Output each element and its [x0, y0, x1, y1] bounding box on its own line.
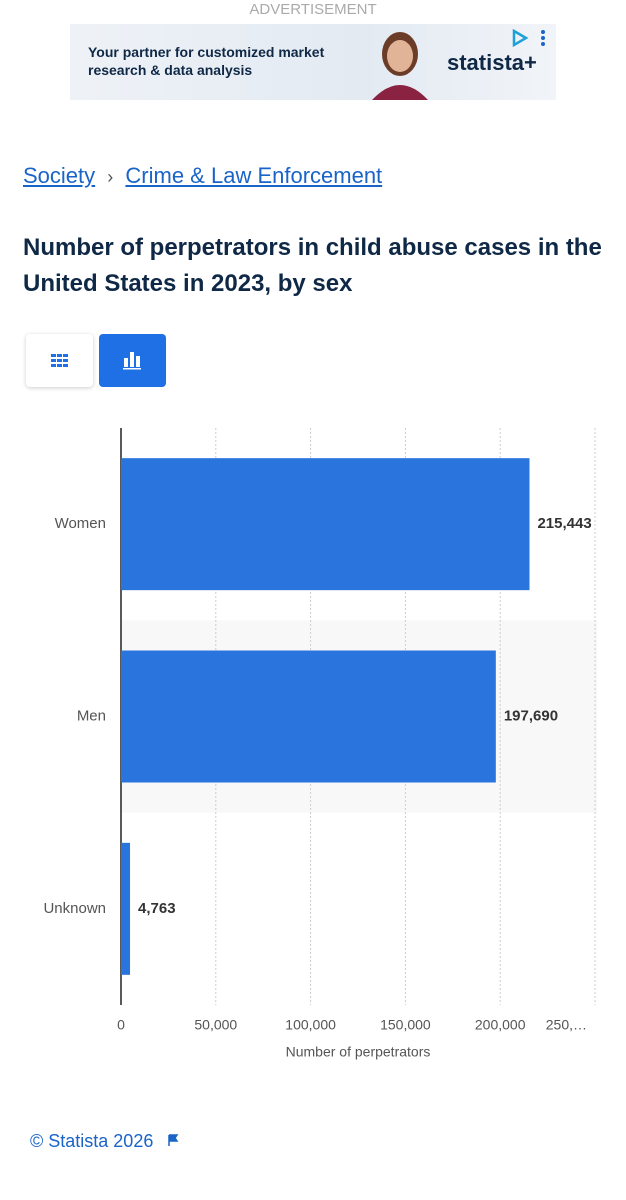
x-tick-label: 200,000: [475, 1017, 526, 1033]
flag-icon[interactable]: [166, 1133, 180, 1147]
value-label: 215,443: [537, 515, 591, 532]
chart-view-button[interactable]: [99, 334, 166, 387]
breadcrumb-link[interactable]: Crime & Law Enforcement: [125, 163, 383, 188]
x-tick-label: 50,000: [194, 1017, 237, 1033]
ad-icons: [512, 28, 545, 48]
ad-label: ADVERTISEMENT: [249, 1, 377, 18]
breadcrumbs: Society › Crime & Law Enforcement: [23, 163, 382, 189]
y-tick-label: Women: [55, 515, 106, 532]
bar: [121, 458, 530, 591]
chart-icon: [123, 352, 141, 370]
x-tick-label: 250,…: [546, 1017, 587, 1033]
value-label: 197,690: [504, 707, 558, 724]
x-tick-label: 150,000: [380, 1017, 431, 1033]
value-label: 4,763: [138, 900, 176, 917]
chart-title: Number of perpetrators in child abuse ca…: [23, 234, 602, 297]
footer: © Statista 2026: [30, 1131, 180, 1152]
ad-text: Your partner for customized market resea…: [88, 44, 325, 78]
breadcrumb-link[interactable]: Society: [23, 163, 96, 188]
ad-person: [372, 32, 428, 100]
table-view-button[interactable]: [26, 334, 93, 387]
breadcrumb-separator: ›: [107, 167, 114, 187]
y-tick-label: Unknown: [43, 900, 106, 917]
bar: [121, 842, 131, 975]
table-icon: [51, 354, 68, 367]
copyright: © Statista 2026: [30, 1131, 154, 1151]
x-tick-label: 100,000: [285, 1017, 336, 1033]
bar: [121, 650, 496, 783]
y-tick-label: Men: [77, 707, 106, 724]
x-axis-label: Number of perpetrators: [286, 1044, 431, 1060]
ad-brand: statista+: [447, 50, 537, 75]
ad-banner[interactable]: Your partner for customized market resea…: [70, 24, 556, 100]
x-tick-label: 0: [117, 1017, 125, 1033]
